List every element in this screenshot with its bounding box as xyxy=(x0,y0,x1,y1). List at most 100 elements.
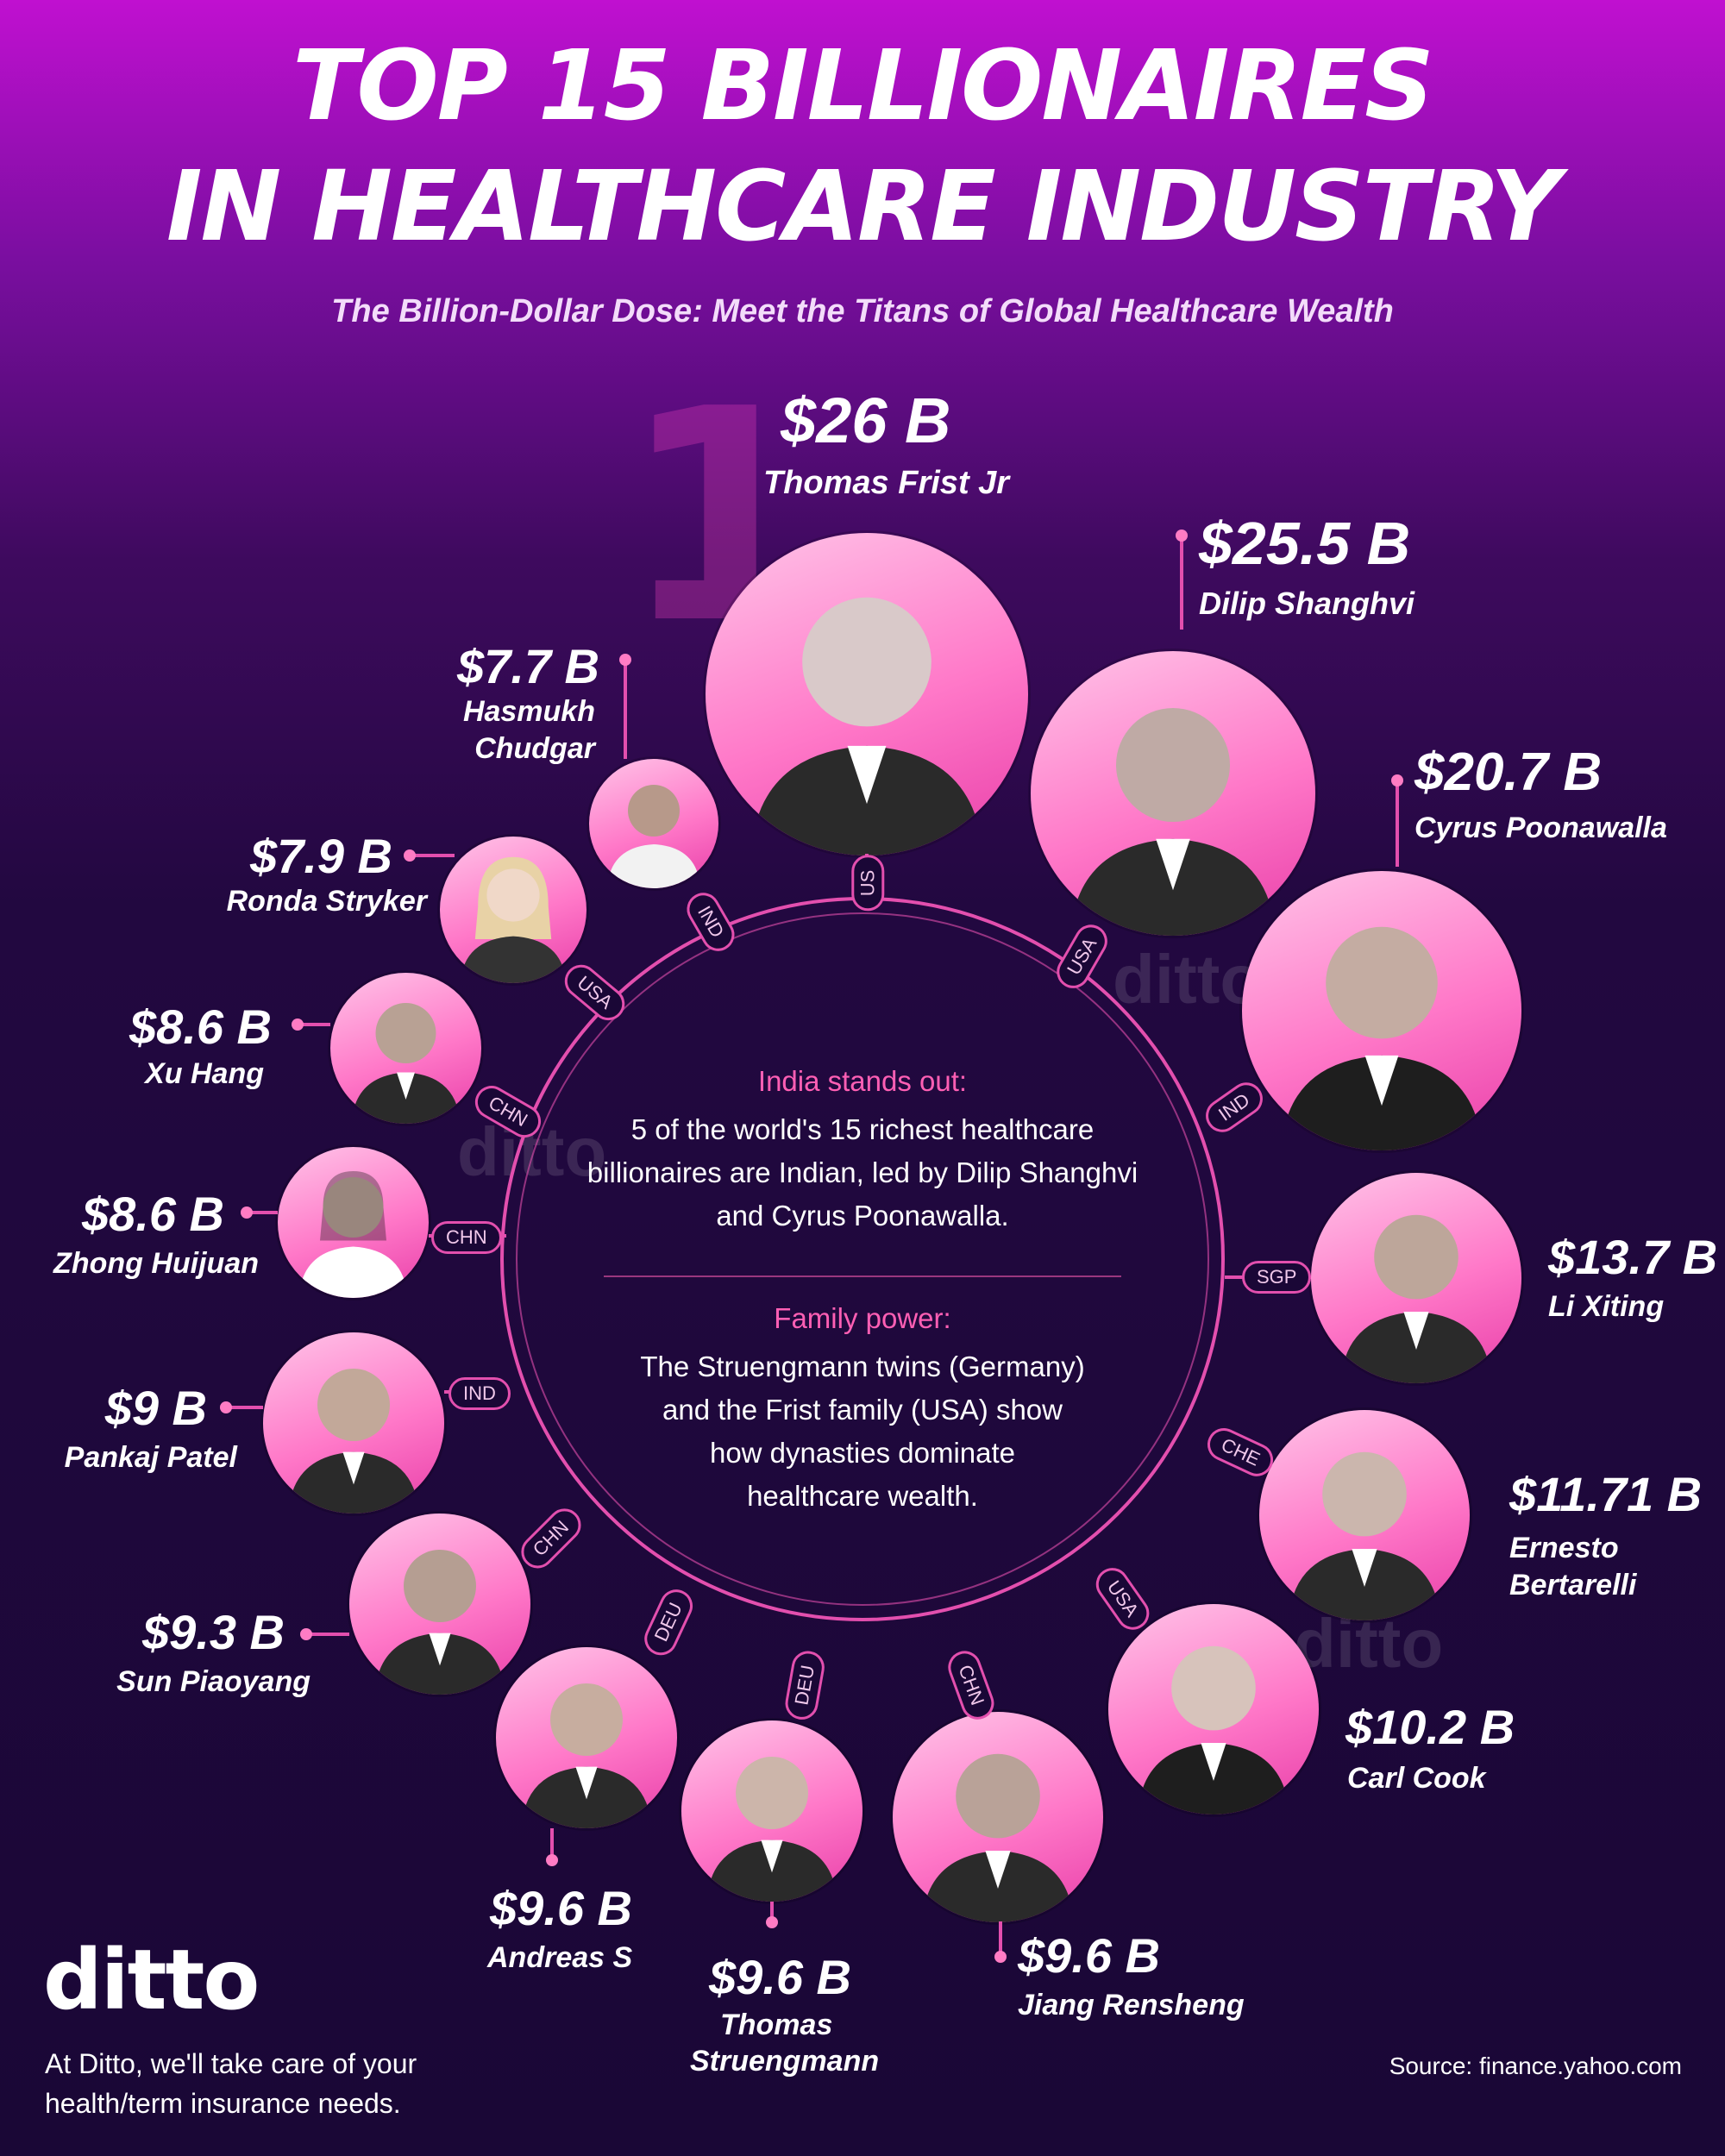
name-10: Sun Piaoyang xyxy=(116,1665,310,1698)
source-text: Source: finance.yahoo.com xyxy=(1389,2053,1682,2079)
portrait-cyrus-poonawalla xyxy=(1242,871,1521,1150)
country-tag-11: IND xyxy=(448,1377,511,1410)
person-silhouette-icon xyxy=(1070,708,1276,936)
dot-8 xyxy=(766,1916,778,1928)
tagline-line-1: At Ditto, we'll take care of your xyxy=(45,2048,417,2079)
country-tag-3: IND xyxy=(1199,1075,1270,1139)
person-silhouette-icon xyxy=(460,856,567,983)
dot-15 xyxy=(619,654,631,666)
connector-13 xyxy=(298,1023,330,1026)
name-15-line-1: Hasmukh xyxy=(462,695,595,728)
person-silhouette-icon xyxy=(1289,1451,1440,1620)
amount-6: $10.2 B xyxy=(1346,1700,1515,1754)
country-tag-9: DEU xyxy=(639,1583,699,1661)
connector-14 xyxy=(410,854,455,857)
name-14: Ronda Stryker xyxy=(226,885,427,918)
connector-7 xyxy=(999,1921,1002,1956)
dot-14 xyxy=(404,849,416,862)
connector-11b xyxy=(226,1406,263,1409)
family-line-2: and the Frist family (USA) show xyxy=(662,1394,1063,1426)
dot-9 xyxy=(546,1854,558,1866)
amount-5: $11.71 B xyxy=(1509,1467,1703,1521)
amount-4: $13.7 B xyxy=(1548,1230,1718,1284)
person-silhouette-icon xyxy=(298,1171,408,1298)
amount-12: $8.6 B xyxy=(82,1187,224,1241)
family-line-3: how dynasties dominate xyxy=(709,1437,1016,1469)
amount-15: $7.7 B xyxy=(457,639,599,693)
name-11: Pankaj Patel xyxy=(64,1441,237,1474)
portrait-dilip-shanghvi xyxy=(1031,651,1315,936)
person-silhouette-icon xyxy=(1138,1645,1289,1814)
name-2: Dilip Shanghvi xyxy=(1199,586,1415,621)
person-silhouette-icon xyxy=(374,1550,505,1695)
person-silhouette-icon xyxy=(288,1369,419,1514)
family-heading: Family power: xyxy=(774,1302,951,1334)
name-5-line-1: Ernesto xyxy=(1509,1532,1619,1564)
title-line-1: TOP 15 BILLIONAIRES xyxy=(292,30,1434,142)
country-tag-12: CHN xyxy=(431,1221,502,1254)
amount-2: $25.5 B xyxy=(1199,510,1411,577)
country-tag-6: USA xyxy=(1089,1561,1156,1637)
portrait-thomas-frist-jr xyxy=(706,533,1028,856)
name-6: Carl Cook xyxy=(1347,1762,1486,1795)
portrait-pankaj-patel xyxy=(263,1332,444,1514)
center-divider xyxy=(604,1275,1121,1277)
person-silhouette-icon xyxy=(521,1683,652,1828)
india-line-2: billionaires are Indian, led by Dilip Sh… xyxy=(586,1156,1138,1188)
connector-9 xyxy=(550,1828,554,1858)
connector-8 xyxy=(770,1902,774,1921)
dot-3 xyxy=(1391,774,1403,787)
dot-7 xyxy=(994,1951,1007,1963)
india-line-1: 5 of the world's 15 richest healthcare xyxy=(630,1113,1095,1145)
dot-2 xyxy=(1176,530,1188,542)
person-silhouette-icon xyxy=(1340,1214,1492,1383)
person-silhouette-icon xyxy=(351,1003,461,1124)
portrait-sun-piaoyang xyxy=(349,1514,530,1695)
center-ring-inner xyxy=(516,912,1209,1606)
connector-2 xyxy=(1180,535,1183,630)
portrait-hasmukh-chudgar xyxy=(589,759,718,888)
amount-7: $9.6 B xyxy=(1018,1928,1160,1983)
portrait-thomas-struengmann xyxy=(681,1720,862,1902)
name-8-line-1: Thomas xyxy=(720,2009,833,2041)
name-7: Jiang Rensheng xyxy=(1018,1989,1245,2021)
amount-8: $9.6 B xyxy=(709,1950,851,2004)
portrait-jiang-rensheng xyxy=(893,1712,1103,1922)
tagline-line-2: health/term insurance needs. xyxy=(45,2088,401,2119)
person-silhouette-icon xyxy=(922,1753,1074,1922)
dot-12 xyxy=(241,1206,253,1219)
amount-13: $8.6 B xyxy=(129,1000,272,1054)
connector-15 xyxy=(624,660,627,759)
name-12: Zhong Huijuan xyxy=(53,1247,259,1280)
name-4: Li Xiting xyxy=(1548,1290,1665,1323)
subtitle: The Billion-Dollar Dose: Meet the Titans… xyxy=(331,293,1394,329)
portrait-xu-hang xyxy=(330,973,481,1124)
amount-10: $9.3 B xyxy=(142,1605,285,1659)
dot-10 xyxy=(300,1628,312,1640)
portrait-ronda-stryker xyxy=(440,837,586,983)
portrait-ernesto-bertarelli xyxy=(1259,1410,1470,1620)
india-heading: India stands out: xyxy=(757,1065,968,1097)
connector-10 xyxy=(306,1633,349,1636)
name-3: Cyrus Poonawalla xyxy=(1414,812,1667,844)
name-8-line-2: Struengmann xyxy=(690,2045,880,2078)
amount-9: $9.6 B xyxy=(490,1881,632,1935)
person-silhouette-icon xyxy=(750,597,983,856)
name-9: Andreas S xyxy=(487,1941,633,1974)
title-line-2: IN HEALTHCARE INDUSTRY xyxy=(166,151,1560,263)
amount-11: $9 B xyxy=(104,1381,207,1435)
portrait-andreas-s xyxy=(496,1647,677,1828)
name-5-line-2: Bertarelli xyxy=(1509,1569,1637,1601)
connector-12b xyxy=(246,1211,278,1214)
country-tag-1: US xyxy=(851,855,885,912)
amount-1: $26 B xyxy=(781,385,951,456)
dot-13 xyxy=(292,1018,304,1031)
watermark-1: ditto xyxy=(1113,941,1263,1018)
person-silhouette-icon xyxy=(1281,926,1483,1150)
amount-3: $20.7 B xyxy=(1414,743,1603,802)
country-tag-8: DEU xyxy=(782,1648,827,1722)
name-13: Xu Hang xyxy=(145,1057,264,1090)
ditto-logo: ditto xyxy=(43,1932,260,2028)
portrait-li-xiting xyxy=(1311,1173,1521,1383)
amount-14: $7.9 B xyxy=(250,829,392,883)
